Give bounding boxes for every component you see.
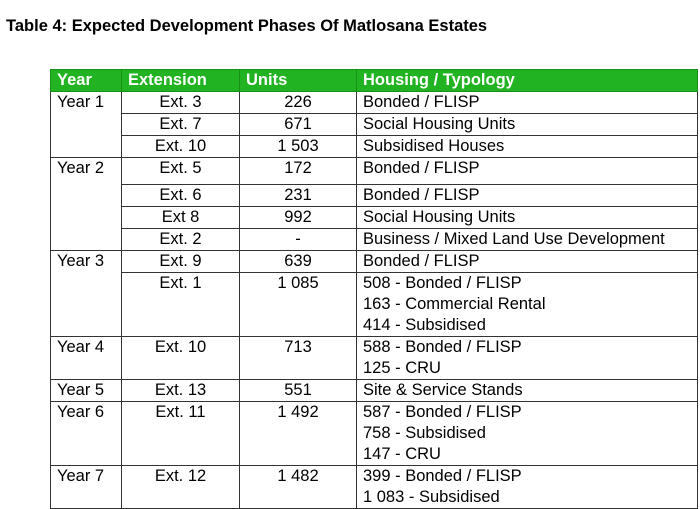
typology-cell: Social Housing Units xyxy=(356,206,698,229)
typology-cell: 508 - Bonded / FLISP 163 - Commercial Ren… xyxy=(356,272,698,337)
typology-line: 147 - CRU xyxy=(363,445,441,463)
extension-cell: Ext. 3 xyxy=(121,91,240,114)
extension-cell: Ext. 5 xyxy=(121,157,240,185)
table-row: Ext. 7 671 Social Housing Units xyxy=(51,113,698,136)
units-cell: 1 085 xyxy=(239,272,357,337)
table-row: Year 7 Ext. 12 1 482 399 - Bonded / FLISP 1 … xyxy=(50,465,698,509)
year-cell: Year 3 xyxy=(50,250,122,337)
typology-line: 587 - Bonded / FLISP xyxy=(363,403,522,421)
extension-cell: Ext. 2 xyxy=(121,228,240,251)
units-cell: 639 xyxy=(239,250,357,273)
units-cell: 992 xyxy=(239,206,357,229)
typology-line: Social Housing Units xyxy=(363,208,516,226)
year-cell: Year 2 xyxy=(50,157,122,251)
header-units: Units xyxy=(239,69,357,92)
typology-cell: Bonded / FLISP xyxy=(356,184,698,207)
units-cell: 1 482 xyxy=(239,465,357,509)
typology-cell: 399 - Bonded / FLISP 1 083 - Subsidised xyxy=(356,465,698,509)
extension-cell: Ext. 12 xyxy=(121,465,240,509)
typology-line: 399 - Bonded / FLISP xyxy=(363,467,522,485)
extension-cell: Ext. 7 xyxy=(121,113,240,136)
units-cell: - xyxy=(239,228,357,251)
typology-cell: Site & Service Stands xyxy=(356,379,698,402)
table-header-row: Year Extension Units Housing / Typology xyxy=(50,69,698,92)
table-row: Ext 8 992 Social Housing Units xyxy=(51,206,698,229)
table-row: Ext. 6 231 Bonded / FLISP xyxy=(51,184,698,207)
typology-cell: Subsidised Houses xyxy=(356,135,698,158)
table-body: Year 1 Ext. 3 226 Bonded / FLISP Ext. 7 671 So… xyxy=(50,91,698,509)
units-cell: 226 xyxy=(239,91,357,114)
typology-line: Bonded / FLISP xyxy=(363,159,480,177)
table-row: Year 5 Ext. 13 551 Site & Service Stands xyxy=(50,379,698,402)
units-cell: 1 503 xyxy=(239,135,357,158)
development-phases-table: Year Extension Units Housing / Typology … xyxy=(50,69,698,509)
typology-line: 125 - CRU xyxy=(363,359,441,377)
year-cell: Year 7 xyxy=(50,465,122,509)
extension-cell: Ext. 10 xyxy=(121,135,240,158)
year-cell: Year 6 xyxy=(50,401,122,466)
typology-line: Social Housing Units xyxy=(363,115,516,133)
typology-line: Bonded / FLISP xyxy=(363,252,480,270)
header-typology: Housing / Typology xyxy=(356,69,698,92)
units-cell: 671 xyxy=(239,113,357,136)
extension-cell: Ext. 1 xyxy=(121,272,240,337)
typology-cell: Bonded / FLISP xyxy=(356,91,698,114)
extension-cell: Ext. 13 xyxy=(121,379,240,402)
typology-line: Bonded / FLISP xyxy=(363,186,480,204)
typology-cell: Social Housing Units xyxy=(356,113,698,136)
header-extension: Extension xyxy=(121,69,240,92)
table-row: Ext. 2- Business / Mixed Land Use Develop… xyxy=(51,228,698,251)
typology-line: 163 - Commercial Rental xyxy=(363,295,546,313)
table-title: Table 4: Expected Development Phases Of … xyxy=(6,17,488,35)
typology-line: Business / Mixed Land Use Development xyxy=(363,230,665,248)
units-cell: 713 xyxy=(239,336,357,380)
typology-cell: Bonded / FLISP xyxy=(356,157,698,185)
units-cell: 551 xyxy=(239,379,357,402)
typology-cell: Business / Mixed Land Use Development xyxy=(356,228,698,251)
typology-line: Subsidised Houses xyxy=(363,137,505,155)
table-row: Year 3 Ext. 9 639 Bonded / FLISP xyxy=(50,250,698,337)
units-cell: 231 xyxy=(239,184,357,207)
year-cell: Year 4 xyxy=(50,336,122,380)
typology-line: 588 - Bonded / FLISP xyxy=(363,338,522,356)
typology-line: Bonded / FLISP xyxy=(363,93,480,111)
typology-cell: 588 - Bonded / FLISP 125 - CRU xyxy=(356,336,698,380)
extension-cell: Ext. 9 xyxy=(121,250,240,273)
table-row: Ext. 10 1 503 Subsidised Houses xyxy=(51,135,698,158)
table-row: Year 2 Ext. 5 172 Bonded / FLISP xyxy=(50,157,698,251)
year-cell: Year 5 xyxy=(50,379,122,402)
table-row: Year 1 Ext. 3 226 Bonded / FLISP xyxy=(50,91,698,158)
extension-cell: Ext. 11 xyxy=(121,401,240,466)
typology-cell: 587 - Bonded / FLISP 758 - Subsidised 147 … xyxy=(356,401,698,466)
typology-cell: Bonded / FLISP xyxy=(356,250,698,273)
units-cell: 172 xyxy=(239,157,357,185)
table-row: Year 6 Ext. 11 1 492 587 - Bonded / FLISP 75… xyxy=(50,401,698,466)
typology-line: 508 - Bonded / FLISP xyxy=(363,274,522,292)
year-cell: Year 1 xyxy=(50,91,122,158)
typology-line: 758 - Subsidised xyxy=(363,424,486,442)
typology-line: Site & Service Stands xyxy=(363,381,523,399)
extension-cell: Ext. 6 xyxy=(121,184,240,207)
header-year: Year xyxy=(50,69,122,92)
extension-cell: Ext 8 xyxy=(121,206,240,229)
typology-line: 414 - Subsidised xyxy=(363,316,486,334)
units-cell: 1 492 xyxy=(239,401,357,466)
extension-cell: Ext. 10 xyxy=(121,336,240,380)
table-row: Year 4 Ext. 10 713 588 - Bonded / FLISP 125 … xyxy=(50,336,698,380)
